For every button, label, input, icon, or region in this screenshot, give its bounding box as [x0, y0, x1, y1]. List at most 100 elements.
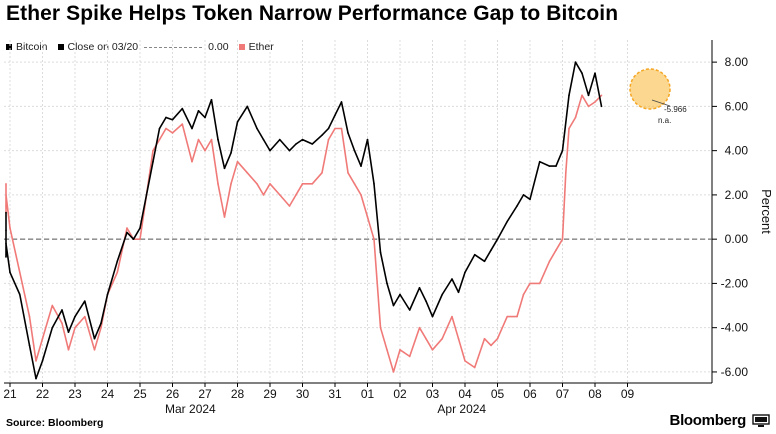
x-tick-label: 08: [588, 387, 602, 401]
data-point-ether: [5, 183, 7, 185]
data-point-ether: [373, 238, 375, 240]
data-point-bitcoin: [347, 132, 349, 134]
data-point-ether: [217, 183, 219, 185]
data-point-ether: [311, 183, 314, 185]
data-point-ether: [457, 337, 460, 340]
data-point-ether: [9, 227, 11, 229]
data-point-ether: [392, 371, 395, 373]
data-point-bitcoin: [61, 309, 63, 311]
data-point-ether: [321, 171, 323, 174]
data-point-ether: [418, 326, 421, 329]
data-point-bitcoin: [538, 160, 541, 163]
highlight-circle: [629, 68, 671, 110]
data-point-bitcoin: [204, 116, 206, 119]
data-point-bitcoin: [158, 127, 161, 130]
data-point-bitcoin: [522, 194, 525, 196]
annotation-leader: [651, 99, 671, 107]
data-point-bitcoin: [334, 114, 336, 117]
data-point-ether: [126, 227, 128, 229]
y-tick-label: 4.00: [725, 144, 749, 158]
data-point-ether: [41, 337, 44, 340]
series-line-ether: [5, 94, 603, 373]
data-point-ether: [490, 344, 492, 347]
data-point-bitcoin: [74, 315, 76, 318]
y-tick-label: 8.00: [725, 55, 749, 69]
data-point-ether: [327, 138, 330, 141]
data-point-ether: [67, 349, 70, 351]
data-point-ether: [295, 194, 297, 196]
data-point-bitcoin: [373, 183, 375, 185]
data-point-bitcoin: [93, 337, 96, 340]
data-point-ether: [496, 337, 499, 340]
data-point-ether: [5, 194, 7, 196]
data-point-bitcoin: [139, 227, 141, 229]
data-point-bitcoin: [366, 138, 369, 141]
data-point-ether: [555, 249, 557, 252]
data-point-bitcoin: [83, 300, 86, 302]
data-point-bitcoin: [408, 309, 411, 311]
data-point-ether: [366, 216, 369, 218]
data-point-ether: [353, 183, 356, 185]
data-point-ether: [35, 360, 37, 362]
data-point-bitcoin: [100, 322, 102, 325]
data-point-ether: [548, 260, 551, 263]
data-point-ether: [158, 138, 161, 141]
y-axis-label: Percent: [759, 189, 774, 234]
data-point-ether: [246, 171, 249, 174]
data-point-bitcoin: [256, 127, 258, 130]
data-point-ether: [451, 315, 453, 318]
data-point-ether: [561, 238, 564, 240]
data-point-ether: [100, 326, 102, 329]
y-tick-label: 0.00: [725, 232, 749, 246]
annotation-ether-value: n.a.: [658, 116, 671, 125]
data-point-bitcoin: [41, 360, 44, 362]
data-point-bitcoin: [399, 293, 401, 296]
x-tick-label: 24: [101, 387, 115, 401]
data-point-ether: [379, 326, 382, 329]
legend-item-ether[interactable]: Ether: [238, 41, 274, 53]
legend-label-bitcoin: Bitcoin: [16, 41, 48, 53]
data-point-ether: [236, 160, 239, 163]
legend-dash-line: [144, 46, 203, 48]
data-point-ether: [600, 94, 603, 97]
data-point-bitcoin: [132, 238, 135, 240]
data-point-ether: [334, 127, 336, 130]
data-point-ether: [594, 101, 596, 103]
data-point-bitcoin: [392, 304, 395, 307]
legend-swatch-ether-icon: [238, 44, 245, 50]
data-point-ether: [386, 349, 388, 351]
data-point-bitcoin: [35, 377, 37, 380]
data-point-bitcoin: [145, 194, 148, 196]
data-point-bitcoin: [425, 300, 427, 302]
legend-close-value: 0.00: [208, 41, 229, 53]
data-point-bitcoin: [288, 149, 291, 152]
data-point-ether: [506, 315, 509, 318]
data-point-bitcoin: [340, 101, 343, 103]
y-tick-label: 2.00: [725, 188, 749, 202]
data-point-ether: [61, 322, 63, 325]
data-point-bitcoin: [246, 105, 249, 108]
data-point-bitcoin: [581, 72, 583, 74]
data-point-bitcoin: [490, 249, 492, 252]
data-point-ether: [197, 138, 200, 141]
brand-wordmark: Bloomberg: [669, 412, 747, 429]
data-point-ether: [441, 337, 444, 340]
legend-item-close[interactable]: Close on 03/20 0.00: [57, 41, 229, 53]
legend-label-close: Close on 03/20: [67, 41, 139, 53]
x-tick-label: 27: [198, 387, 212, 401]
data-point-ether: [522, 293, 525, 296]
y-tick-label: -6.00: [721, 365, 749, 379]
data-point-ether: [171, 132, 174, 134]
data-point-ether: [269, 183, 271, 185]
data-point-bitcoin: [9, 271, 11, 274]
legend-item-bitcoin[interactable]: Bitcoin: [6, 41, 48, 53]
data-point-ether: [191, 160, 193, 163]
x-tick-label: 03: [426, 387, 440, 401]
x-tick-label: 04: [458, 387, 472, 401]
data-point-bitcoin: [236, 121, 239, 123]
data-point-ether: [529, 282, 531, 285]
data-point-ether: [223, 216, 226, 218]
data-point-bitcoin: [106, 293, 109, 296]
data-point-ether: [181, 123, 184, 125]
data-point-bitcoin: [301, 138, 304, 141]
